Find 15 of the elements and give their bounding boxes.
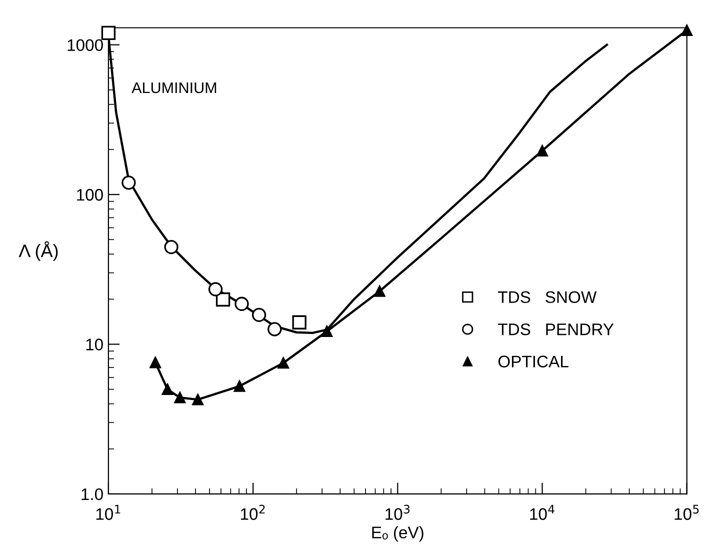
- x-axis-title: Eₒ (eV): [372, 526, 424, 542]
- y-tick-label: 1.0: [82, 488, 103, 500]
- legend-label: TDS SNOW: [498, 291, 597, 304]
- y-axis-title: Λ (Å): [18, 241, 58, 261]
- legend-label: OPTICAL: [498, 356, 568, 368]
- legend-label: TDS PENDRY: [498, 323, 614, 336]
- x-tick-label: 10$^{4}$: [530, 504, 554, 520]
- x-tick-label: 10$^{3}$: [386, 504, 410, 520]
- x-tick-label: 10$^{5}$: [674, 504, 699, 520]
- annotation: ALUMINIUM: [132, 82, 216, 94]
- y-tick-label: 1000: [68, 39, 103, 52]
- y-tick-label: 100: [77, 188, 103, 201]
- y-tick-label: 10: [86, 338, 103, 350]
- x-tick-label: 10$^{2}$: [240, 504, 265, 520]
- x-tick-label: 10$^{1}$: [96, 504, 120, 520]
